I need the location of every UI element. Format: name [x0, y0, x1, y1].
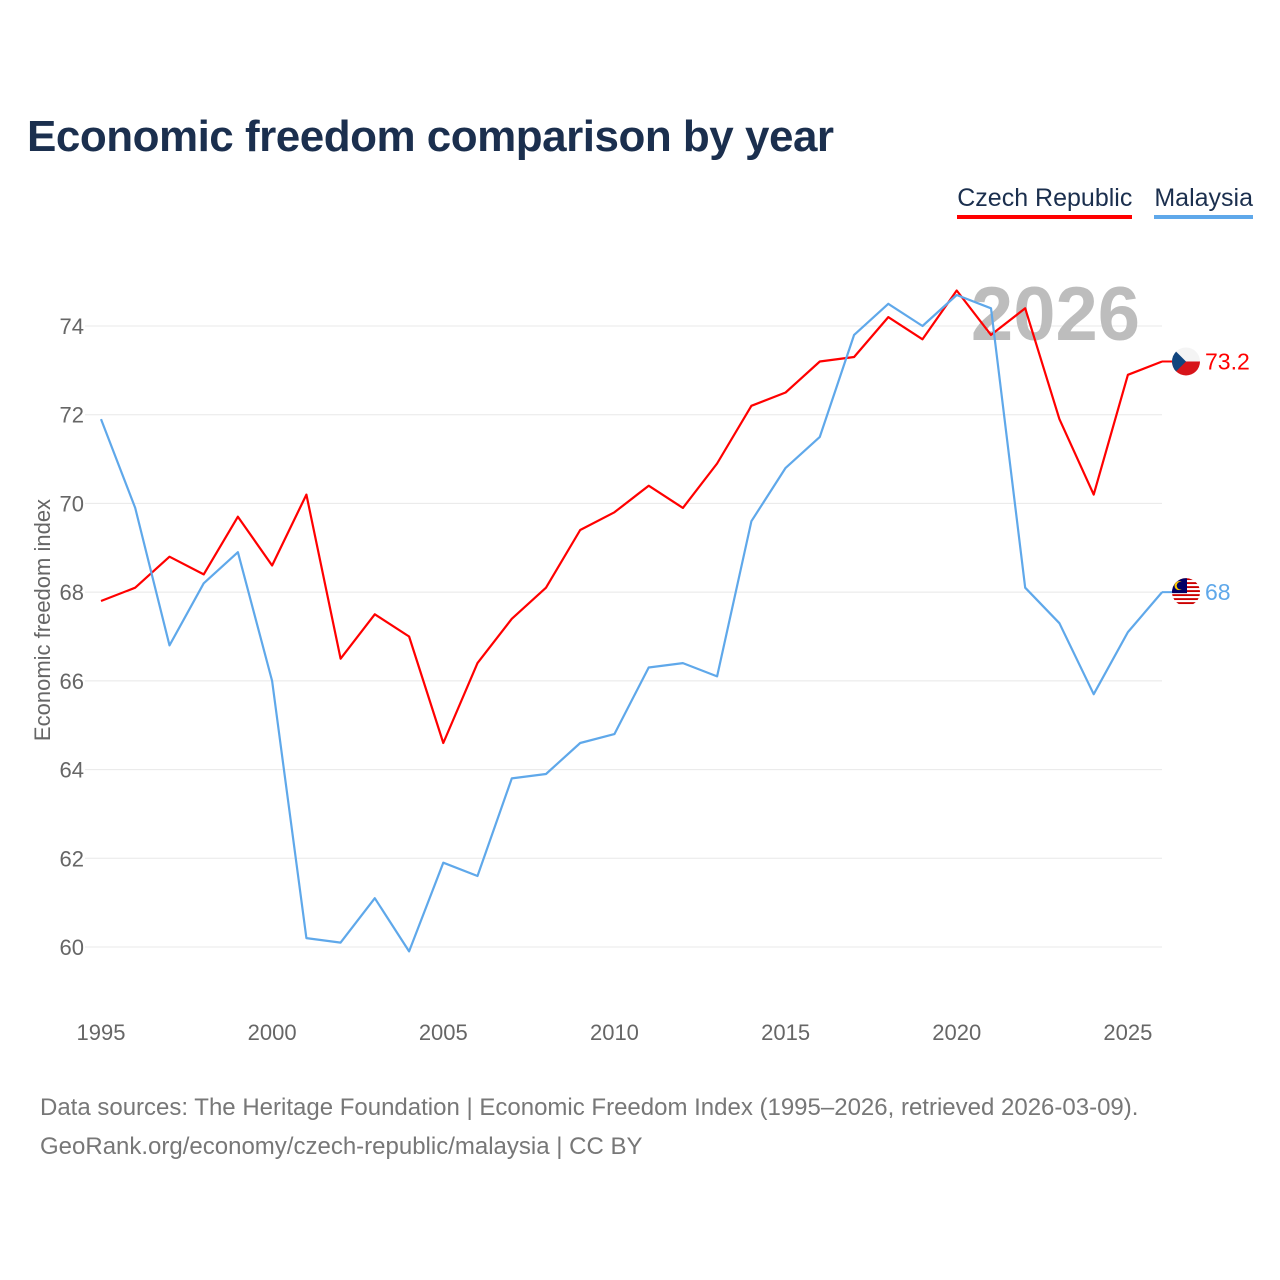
x-tick-label: 2020 — [932, 1020, 981, 1045]
y-tick-label: 60 — [60, 935, 84, 960]
series-line-czech-republic — [100, 289, 1163, 745]
y-tick-label: 66 — [60, 669, 84, 694]
malaysia-flag-icon — [1172, 578, 1200, 607]
x-tick-label: 2000 — [248, 1020, 297, 1045]
year-watermark: 2026 — [971, 272, 1140, 357]
series-line-malaysia — [99, 293, 1163, 953]
x-tick-label: 2025 — [1103, 1020, 1152, 1045]
legend: Czech Republic Malaysia — [957, 184, 1253, 219]
y-tick-label: 70 — [60, 491, 84, 516]
source-note: Data sources: The Heritage Foundation | … — [40, 1088, 1138, 1166]
x-tick-label: 1995 — [77, 1020, 126, 1045]
end-value-label: 68 — [1205, 579, 1231, 605]
source-line-2[interactable]: GeoRank.org/economy/czech-republic/malay… — [40, 1133, 643, 1160]
y-tick-label: 72 — [60, 403, 84, 428]
x-tick-label: 2010 — [590, 1020, 639, 1045]
x-tick-label: 2015 — [761, 1020, 810, 1045]
y-tick-label: 68 — [60, 580, 84, 605]
y-axis-label: Economic freedom index — [30, 499, 55, 741]
legend-czech-republic[interactable]: Czech Republic — [957, 184, 1133, 219]
chart-title: Economic freedom comparison by year — [27, 112, 834, 161]
czech-flag-icon — [1172, 347, 1200, 376]
end-value-label: 73.2 — [1205, 348, 1250, 374]
y-tick-label: 74 — [60, 314, 84, 339]
legend-malaysia[interactable]: Malaysia — [1154, 184, 1253, 219]
y-tick-label: 62 — [60, 846, 84, 871]
x-tick-label: 2005 — [419, 1020, 468, 1045]
y-tick-label: 64 — [60, 758, 84, 783]
source-line-1: Data sources: The Heritage Foundation | … — [40, 1094, 1139, 1121]
